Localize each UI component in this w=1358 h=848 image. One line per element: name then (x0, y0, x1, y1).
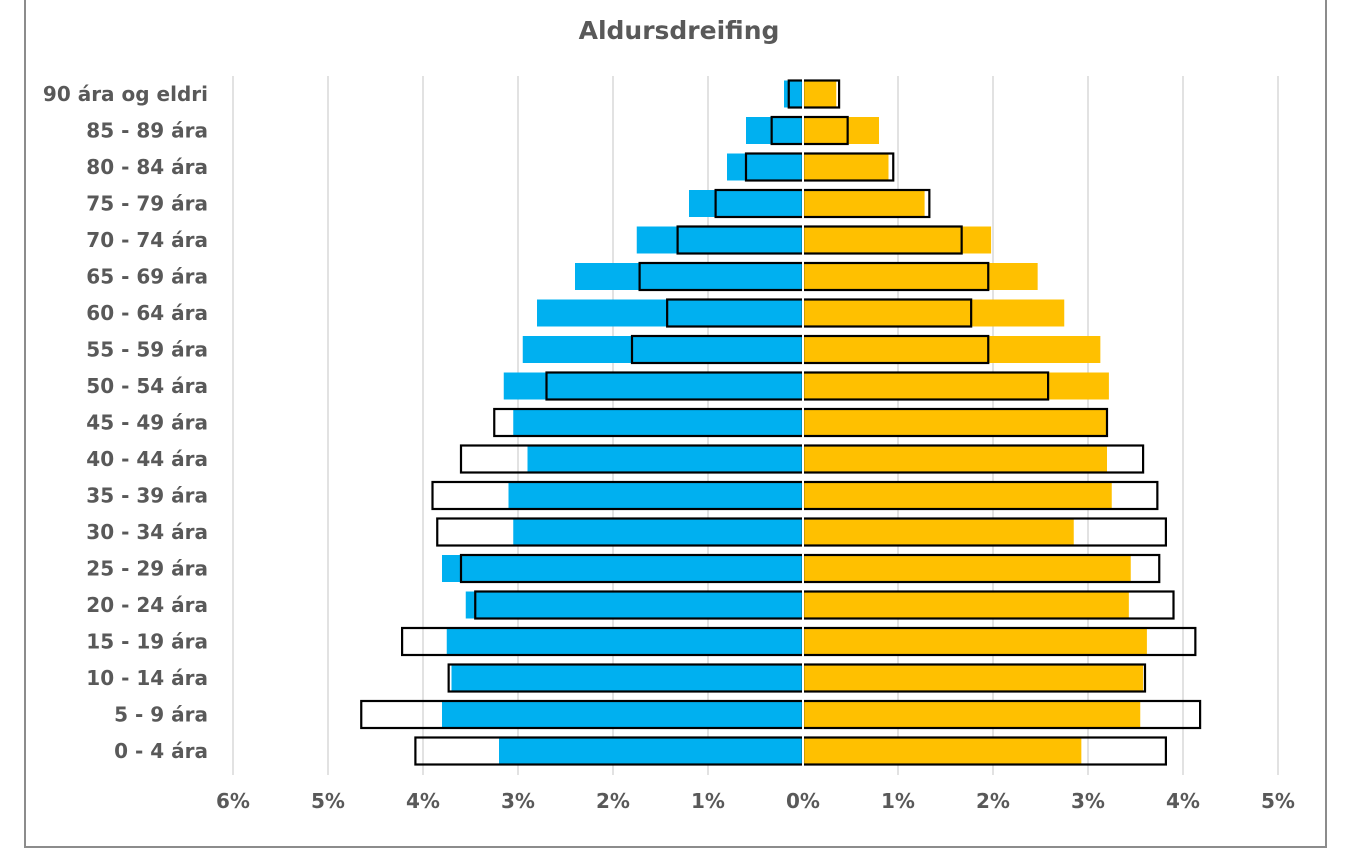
y-category-label: 60 - 64 ára (86, 301, 208, 325)
y-category-label: 25 - 29 ára (86, 557, 208, 581)
right-filled-bar (803, 737, 1082, 765)
y-category-label: 20 - 24 ára (86, 593, 208, 617)
y-category-label: 85 - 89 ára (86, 119, 208, 143)
right-filled-bar (803, 372, 1109, 400)
left-filled-bar (527, 445, 803, 473)
right-filled-bar (803, 628, 1147, 655)
x-tick-label: 2% (976, 789, 1010, 813)
left-filled-bar (727, 153, 803, 181)
x-tick-label: 0% (786, 789, 820, 813)
right-filled-bar (803, 701, 1141, 728)
x-tick-label: 1% (881, 789, 915, 813)
x-tick-label: 6% (216, 789, 250, 813)
left-filled-bar (442, 701, 803, 728)
left-filled-bar (689, 190, 803, 217)
left-filled-bar (499, 737, 803, 765)
x-tick-label: 2% (596, 789, 630, 813)
x-tick-label: 3% (501, 789, 535, 813)
y-category-label: 40 - 44 ára (86, 447, 208, 471)
y-category-label: 15 - 19 ára (86, 630, 208, 654)
chart-title: Aldursdreifing (578, 16, 780, 45)
right-filled-bar (803, 263, 1038, 290)
left-filled-bar (446, 628, 803, 655)
left-filled-bar (513, 409, 803, 436)
y-category-label: 70 - 74 ára (86, 228, 208, 252)
y-category-label: 30 - 34 ára (86, 520, 208, 544)
y-category-label: 80 - 84 ára (86, 155, 208, 179)
left-filled-bar (508, 482, 803, 509)
right-filled-bar (803, 482, 1112, 509)
left-filled-bar (465, 591, 803, 619)
right-filled-bar (803, 445, 1107, 473)
y-category-label: 65 - 69 ára (86, 265, 208, 289)
right-filled-bar (803, 336, 1101, 363)
y-category-label: 35 - 39 ára (86, 484, 208, 508)
x-tick-label: 3% (1071, 789, 1105, 813)
left-filled-bar (503, 372, 803, 400)
right-filled-bar (803, 117, 879, 144)
left-filled-bar (451, 664, 803, 692)
right-filled-bar (803, 664, 1144, 692)
left-filled-bar (784, 80, 803, 108)
left-filled-bar (636, 226, 803, 254)
left-filled-bar (442, 555, 803, 582)
y-category-label: 55 - 59 ára (86, 338, 208, 362)
y-category-label: 75 - 79 ára (86, 192, 208, 216)
right-filled-bar (803, 518, 1074, 546)
right-filled-bar (803, 555, 1131, 582)
right-filled-bar (803, 153, 889, 181)
x-tick-label: 5% (311, 789, 345, 813)
y-category-label: 90 ára og eldri (43, 82, 208, 106)
right-filled-bar (803, 190, 925, 217)
left-filled-bar (746, 117, 803, 144)
left-filled-bar (575, 263, 803, 290)
y-category-label: 0 - 4 ára (114, 739, 208, 763)
y-category-label: 45 - 49 ára (86, 411, 208, 435)
y-category-label: 5 - 9 ára (114, 703, 208, 727)
x-tick-label: 4% (406, 789, 440, 813)
right-filled-bar (803, 299, 1065, 327)
right-filled-bar (803, 80, 837, 108)
right-filled-bar (803, 409, 1107, 436)
left-filled-bar (513, 518, 803, 546)
x-tick-label: 4% (1166, 789, 1200, 813)
right-filled-bar (803, 226, 992, 254)
x-tick-label: 1% (691, 789, 725, 813)
left-filled-bar (537, 299, 803, 327)
right-filled-bar (803, 591, 1129, 619)
y-category-label: 50 - 54 ára (86, 374, 208, 398)
y-category-label: 10 - 14 ára (86, 666, 208, 690)
left-filled-bar (522, 336, 803, 363)
x-tick-label: 5% (1261, 789, 1295, 813)
